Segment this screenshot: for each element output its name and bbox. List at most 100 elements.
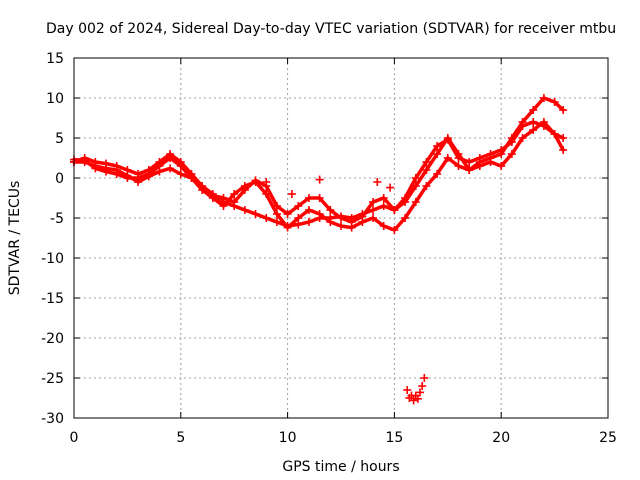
data-point [123,174,132,182]
data-point [550,130,559,138]
data-point [465,166,474,174]
y-tick-label: -5 [50,211,64,227]
data-point [187,174,196,182]
data-point [475,162,484,170]
data-point [102,167,111,176]
x-tick-label: 5 [176,430,185,446]
data-point [497,146,506,154]
data-point [411,174,420,182]
data-point [559,146,568,154]
data-point [315,210,324,218]
data-point [283,210,292,218]
data-point [337,222,345,230]
data-point [465,158,474,166]
data-point [315,175,324,184]
data-point [287,190,296,198]
data-point [134,174,143,182]
data-point [497,162,506,170]
y-tick-label: -10 [41,251,64,267]
x-tick-label: 0 [70,430,79,446]
data-point [80,156,89,165]
data-point [112,170,121,178]
y-tick-label: -25 [41,371,64,387]
plot-frame [73,57,609,419]
data-point [91,164,100,173]
data-point [386,183,395,192]
data-point [369,214,378,222]
x-tick-label: 10 [279,430,297,446]
y-tick-label: -20 [41,331,64,347]
data-point [198,183,207,192]
data-point [486,158,495,166]
data-point [418,382,427,390]
data-point [304,218,313,226]
data-point [518,134,527,142]
data-point [443,135,452,144]
data-point [507,138,516,146]
data-point [379,222,388,230]
data-point [262,214,271,222]
data-point [315,194,324,202]
y-tick-label: -30 [41,411,64,427]
data-point [251,210,260,218]
data-point [401,194,410,202]
data-point [409,396,418,405]
x-axis-label: GPS time / hours [282,459,399,475]
data-point [529,106,538,114]
data-point [539,122,548,130]
data-point [272,202,281,210]
data-point [411,198,420,206]
y-tick-label: 0 [55,171,64,187]
data-point [390,226,399,234]
data-point [304,206,313,214]
data-point [294,214,303,222]
data-point [433,150,442,158]
data-point [240,206,249,214]
data-point [559,106,568,114]
data-point [166,154,175,162]
series-track-c [70,118,568,226]
data-point [422,166,431,174]
data-point [176,170,185,178]
data-point [369,206,378,214]
data-point [559,134,568,142]
y-tick-label: 5 [55,131,64,147]
data-point [230,198,239,206]
x-tick-label: 20 [492,430,510,446]
data-point [326,218,335,226]
data-point [518,122,527,130]
chart-title: Day 002 of 2024, Sidereal Day-to-day VTE… [46,21,616,37]
data-point [422,182,431,190]
data-point [403,386,412,394]
data-point [416,388,425,397]
data-point [358,212,367,221]
y-tick-label: 15 [46,51,64,67]
data-point [230,190,239,198]
data-point [507,150,516,158]
isolated-cluster [403,374,429,405]
x-tick-label: 25 [599,430,617,446]
data-point [251,176,260,185]
data-series [70,94,568,405]
y-tick-label: 10 [46,91,64,107]
data-point [454,162,463,170]
data-point [144,170,153,178]
data-point [433,142,442,150]
y-tick-label: -15 [41,291,64,307]
data-point [529,126,538,134]
data-point [176,162,185,170]
data-point [166,164,175,173]
data-point [529,118,538,126]
data-point [550,98,559,106]
data-point [443,154,452,162]
data-point [219,202,228,210]
data-point [486,150,495,158]
data-point [155,162,164,170]
axis-ticks: 0 5 10 15 20 25 -30 -25 -20 -15 -10 -5 0 5 10 15 [41,51,617,446]
data-point [422,158,431,166]
data-point [369,198,378,206]
data-point [401,214,410,222]
data-point [272,210,281,218]
data-point [475,154,484,162]
